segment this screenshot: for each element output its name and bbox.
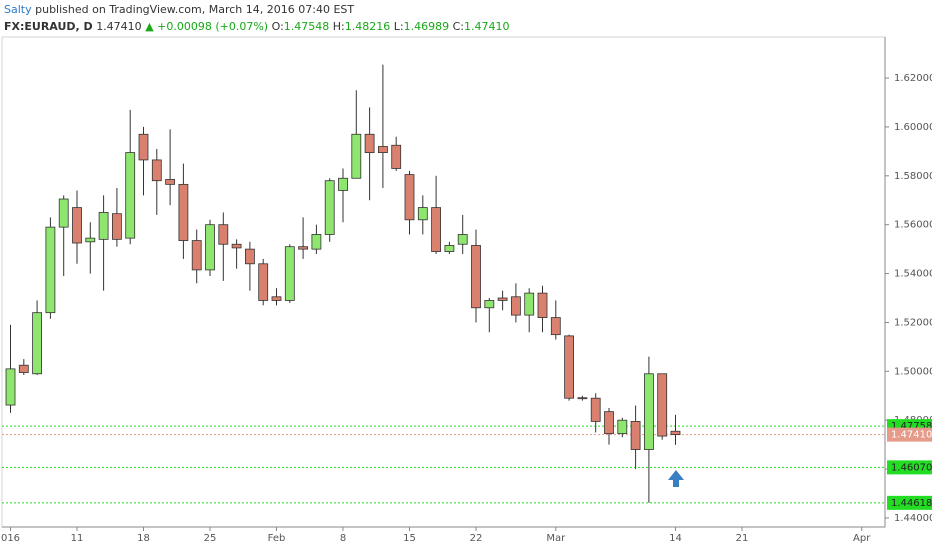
- y-tick-label: 1.44000: [894, 513, 932, 524]
- x-tick-label: 25: [204, 533, 217, 544]
- candle-body: [284, 246, 295, 301]
- symbol: FX:EURAUD, D: [4, 20, 93, 33]
- price-label: 1.47758: [891, 421, 932, 432]
- candle-body: [364, 133, 375, 153]
- price-label: 1.46070: [891, 462, 932, 473]
- plot-frame: [1, 36, 886, 528]
- ohlc-value: 1.47410: [464, 20, 510, 33]
- candle-body: [617, 419, 628, 435]
- candle-body: [5, 368, 16, 406]
- candle-body: [72, 207, 82, 244]
- x-tick-label: 11: [71, 533, 84, 544]
- ohlc-value: 1.48216: [344, 20, 391, 33]
- candle-body: [32, 312, 42, 375]
- candle-body: [98, 212, 109, 240]
- y-tick-label: 1.62000: [894, 73, 932, 84]
- x-tick-label: 8: [340, 533, 346, 544]
- candle-body: [471, 245, 481, 309]
- candle-body: [564, 335, 574, 399]
- candle-body: [311, 234, 322, 250]
- candle-body: [444, 245, 455, 252]
- change: +0.00098 (+0.07%): [157, 20, 269, 33]
- price-label-box: [887, 495, 932, 510]
- arrow-annotation: [668, 470, 684, 487]
- x-tick-label: 21: [736, 533, 749, 544]
- candle-body: [644, 373, 654, 450]
- up-icon: ▲: [145, 20, 154, 33]
- y-tick-label: 1.54000: [894, 269, 932, 280]
- candle-body: [18, 364, 29, 373]
- ohlc-value: 1.46989: [403, 20, 450, 33]
- candle-body: [351, 133, 362, 179]
- candle-body: [484, 300, 495, 309]
- ohlc-label: L:: [393, 20, 404, 33]
- candle-body: [524, 292, 535, 316]
- y-tick-label: 1.50000: [894, 366, 932, 377]
- candle-body: [577, 397, 588, 400]
- candle-body: [670, 430, 681, 436]
- candle-body: [590, 397, 601, 422]
- ohlc-value: 1.47548: [283, 20, 330, 33]
- last-price: 1.47410: [96, 20, 142, 33]
- ohlc-label: O:: [271, 20, 284, 33]
- candle-body: [404, 174, 415, 221]
- candle-body: [298, 246, 309, 250]
- price-label-box: [887, 427, 932, 442]
- candle-body: [497, 297, 508, 301]
- candle-body: [244, 248, 255, 265]
- x-tick-label: 016: [1, 533, 20, 544]
- candle-body: [391, 144, 402, 169]
- candle-body: [657, 373, 668, 437]
- price-label-box: [887, 460, 932, 475]
- y-tick-label: 1.58000: [894, 171, 932, 182]
- candle-body: [125, 152, 136, 239]
- candle-body: [58, 198, 69, 228]
- candle-body: [377, 146, 388, 153]
- price-label: 1.44618: [891, 498, 932, 509]
- candle-body: [537, 292, 548, 318]
- candle-body: [457, 234, 468, 245]
- candle-body: [604, 411, 614, 435]
- x-tick-label: 22: [470, 533, 483, 544]
- candle-body: [138, 133, 149, 161]
- candle-body: [165, 179, 176, 185]
- published: published on TradingView.com, March 14, …: [35, 3, 355, 16]
- candle-body: [151, 159, 162, 182]
- price-label: 1.47410: [891, 430, 932, 441]
- candle-body: [550, 317, 561, 336]
- y-tick-label: 1.56000: [894, 220, 932, 231]
- candle-body: [271, 296, 282, 301]
- y-tick-label: 1.52000: [894, 317, 932, 328]
- author[interactable]: Salty: [4, 3, 32, 16]
- candle-body: [431, 207, 442, 252]
- x-tick-label: 18: [137, 533, 150, 544]
- ohlc: O:1.47548 H:1.48216 L:1.46989 C:1.47410: [272, 20, 510, 33]
- x-tick-label: Feb: [268, 533, 286, 544]
- x-tick-label: Apr: [853, 533, 871, 544]
- candle-body: [191, 240, 202, 271]
- ohlc-label: H:: [332, 20, 345, 33]
- candle-body: [85, 237, 96, 243]
- ohlc-label: C:: [452, 20, 464, 33]
- candle-body: [258, 263, 269, 301]
- y-tick-label: 1.60000: [894, 122, 932, 133]
- candle-body: [630, 421, 641, 450]
- candle-body: [417, 207, 428, 221]
- x-tick-label: 15: [403, 533, 416, 544]
- candle-body: [231, 243, 242, 249]
- candle-body: [338, 177, 348, 191]
- candle-body: [218, 224, 229, 245]
- candle-body: [45, 226, 56, 314]
- symbol-line: FX:EURAUD, D 1.47410 ▲ +0.00098 (+0.07%)…: [4, 20, 510, 33]
- candle-body: [510, 296, 521, 316]
- x-tick-label: Mar: [546, 533, 566, 544]
- candle-body: [205, 224, 215, 271]
- publish-line: Salty published on TradingView.com, Marc…: [4, 3, 354, 16]
- candle-body: [324, 180, 335, 235]
- candle-body: [112, 213, 122, 240]
- x-tick-label: 14: [669, 533, 682, 544]
- candle-body: [178, 183, 189, 241]
